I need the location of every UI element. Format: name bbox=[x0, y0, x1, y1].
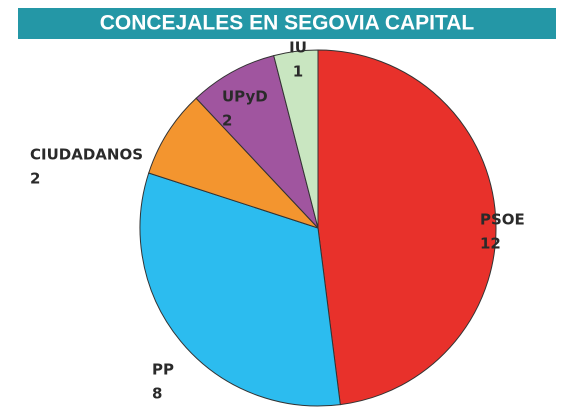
slice-value: 12 bbox=[480, 235, 501, 253]
pie-slice bbox=[195, 54, 319, 229]
slice-label: IU bbox=[289, 39, 307, 57]
slice-value: 8 bbox=[152, 385, 162, 403]
pie-slice bbox=[139, 172, 341, 407]
slice-value: 2 bbox=[222, 112, 232, 130]
slice-label: CIUDADANOS bbox=[30, 146, 143, 164]
slice-value: 2 bbox=[30, 170, 40, 188]
pie-slice bbox=[273, 49, 319, 229]
slice-label: UPyD bbox=[222, 88, 268, 106]
slice-value: 1 bbox=[293, 63, 303, 81]
chart-title: CONCEJALES EN SEGOVIA CAPITAL bbox=[100, 12, 475, 35]
slice-label: PSOE bbox=[480, 211, 525, 229]
slice-label: PP bbox=[152, 361, 174, 379]
pie-slice bbox=[317, 49, 497, 406]
pie-slice bbox=[148, 97, 319, 229]
title-banner bbox=[18, 8, 556, 39]
